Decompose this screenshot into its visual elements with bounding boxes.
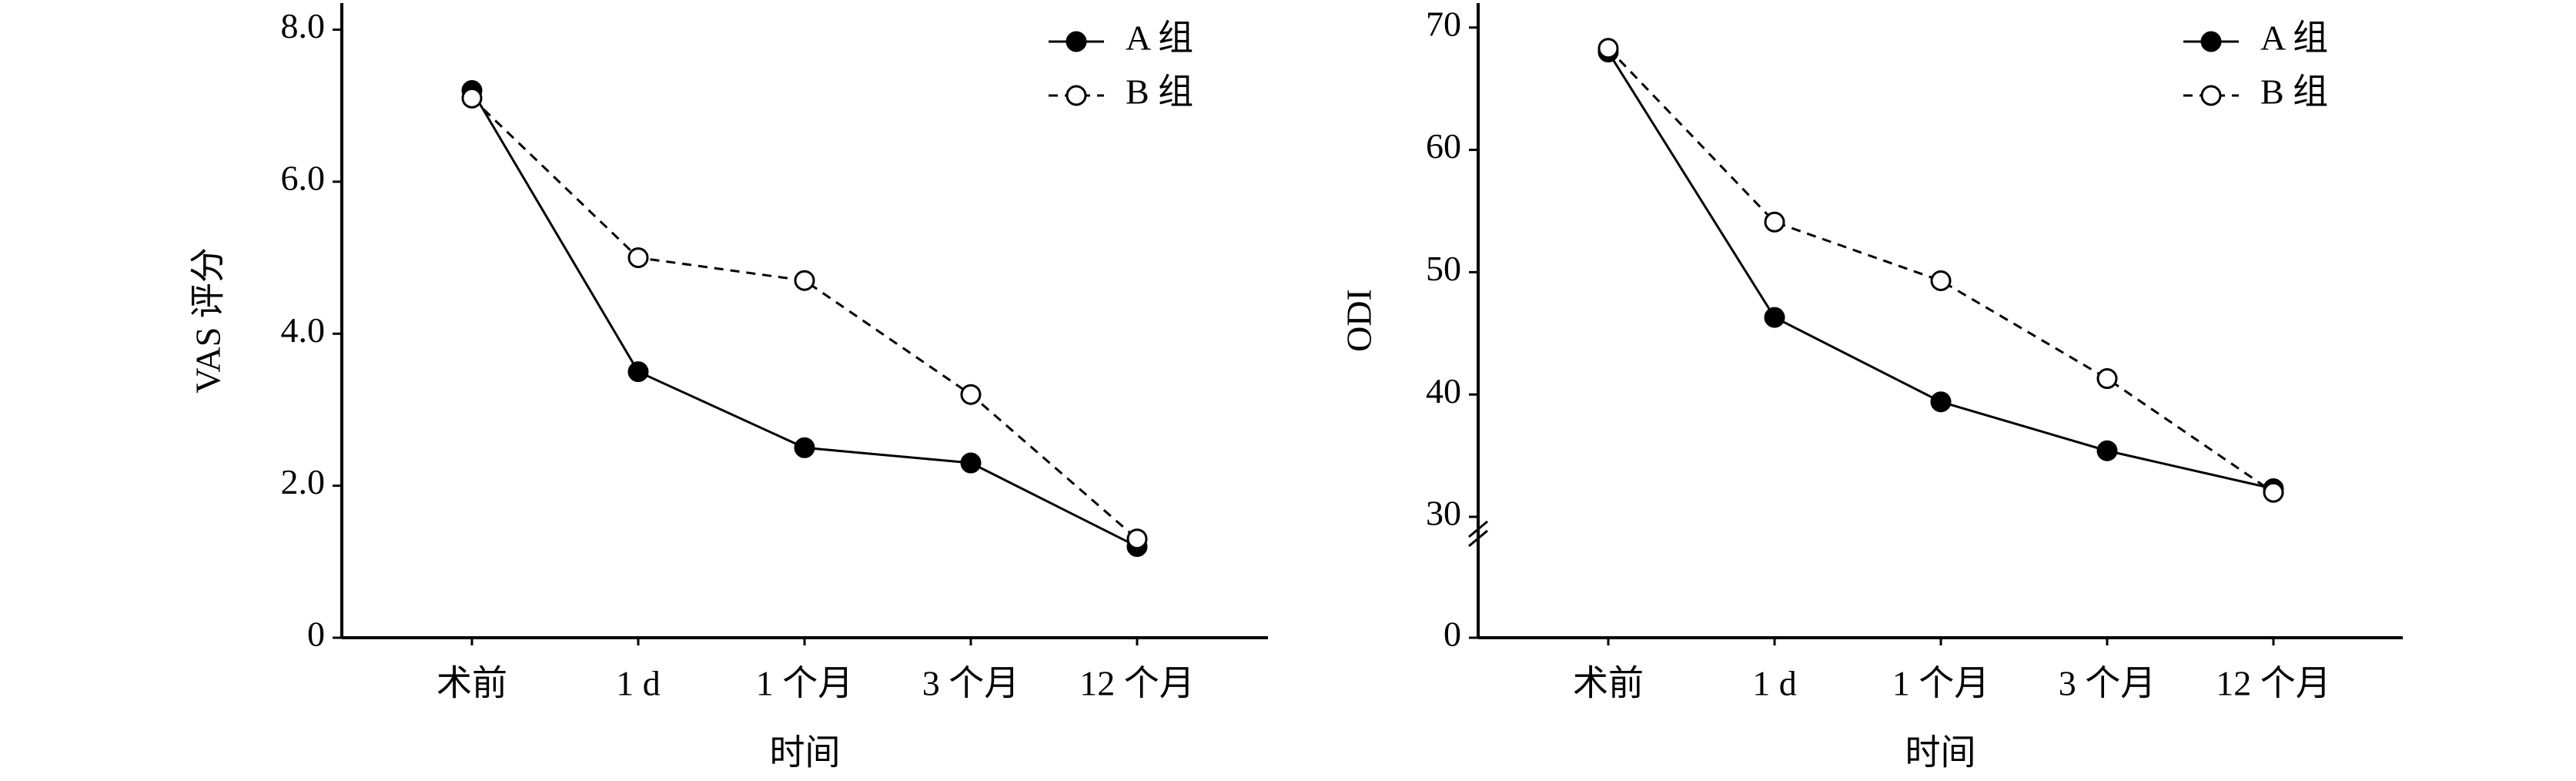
x-tick-label: 术前	[437, 664, 507, 703]
x-tick-label: 1 d	[1752, 664, 1797, 703]
legend-label: A 组	[2260, 18, 2328, 58]
data-point	[960, 384, 982, 405]
axis-break	[1468, 520, 1488, 538]
series-line	[470, 89, 1138, 548]
legend-label: B 组	[2260, 72, 2328, 112]
y-axis-label: ODI	[1340, 289, 1379, 352]
legend-marker	[1066, 85, 1087, 106]
x-axis-label: 时间	[1905, 733, 1976, 773]
x-axis-label: 时间	[770, 733, 841, 773]
data-point	[794, 437, 815, 458]
data-point	[1930, 270, 1952, 291]
legend-entry: B 组	[2183, 72, 2328, 112]
data-point	[2263, 481, 2284, 503]
legend-marker	[1066, 31, 1087, 52]
x-tick-label: 1 d	[616, 664, 661, 703]
legend-label: A 组	[1126, 18, 1193, 58]
y-tick-label: 50	[1426, 249, 1461, 288]
data-point	[2096, 368, 2118, 390]
data-point	[1597, 38, 1619, 59]
y-tick-label: 0	[1444, 615, 1461, 654]
y-tick-label: 40	[1426, 371, 1461, 411]
y-tick-label: 8.0	[281, 6, 326, 45]
x-tick-label: 1 个月	[1892, 664, 1990, 703]
legend-marker	[2200, 85, 2222, 106]
x-tick-label: 12 个月	[1079, 664, 1195, 703]
data-point	[627, 361, 649, 383]
data-point	[1764, 307, 1785, 328]
data-point	[1764, 211, 1785, 233]
y-axis-label: VAS 评分	[189, 247, 228, 394]
legend-entry: A 组	[1049, 18, 1193, 58]
x-tick-label: 术前	[1573, 664, 1644, 703]
data-point	[1930, 391, 1952, 413]
y-tick-label: 60	[1426, 126, 1461, 166]
x-tick-label: 3 个月	[922, 664, 1020, 703]
axis-break	[1468, 529, 1488, 548]
x-tick-label: 1 个月	[756, 664, 854, 703]
y-tick-label: 30	[1426, 494, 1461, 533]
y-tick-label: 4.0	[281, 310, 326, 350]
data-point	[1126, 528, 1148, 550]
y-tick-label: 0	[307, 615, 325, 654]
y-tick-label: 2.0	[281, 462, 326, 501]
x-tick-label: 12 个月	[2216, 664, 2331, 703]
y-tick-label: 6.0	[281, 158, 326, 197]
legend-entry: B 组	[1049, 72, 1193, 112]
data-point	[960, 452, 982, 474]
x-tick-label: 3 个月	[2059, 664, 2156, 703]
data-point	[2096, 440, 2118, 461]
y-tick-label: 70	[1426, 4, 1461, 43]
data-point	[461, 87, 483, 109]
data-point	[794, 270, 815, 291]
legend-label: B 组	[1126, 72, 1193, 112]
legend-entry: A 组	[2183, 18, 2328, 58]
legend-marker	[2200, 31, 2222, 52]
series-line	[470, 97, 1138, 540]
data-point	[627, 247, 649, 269]
